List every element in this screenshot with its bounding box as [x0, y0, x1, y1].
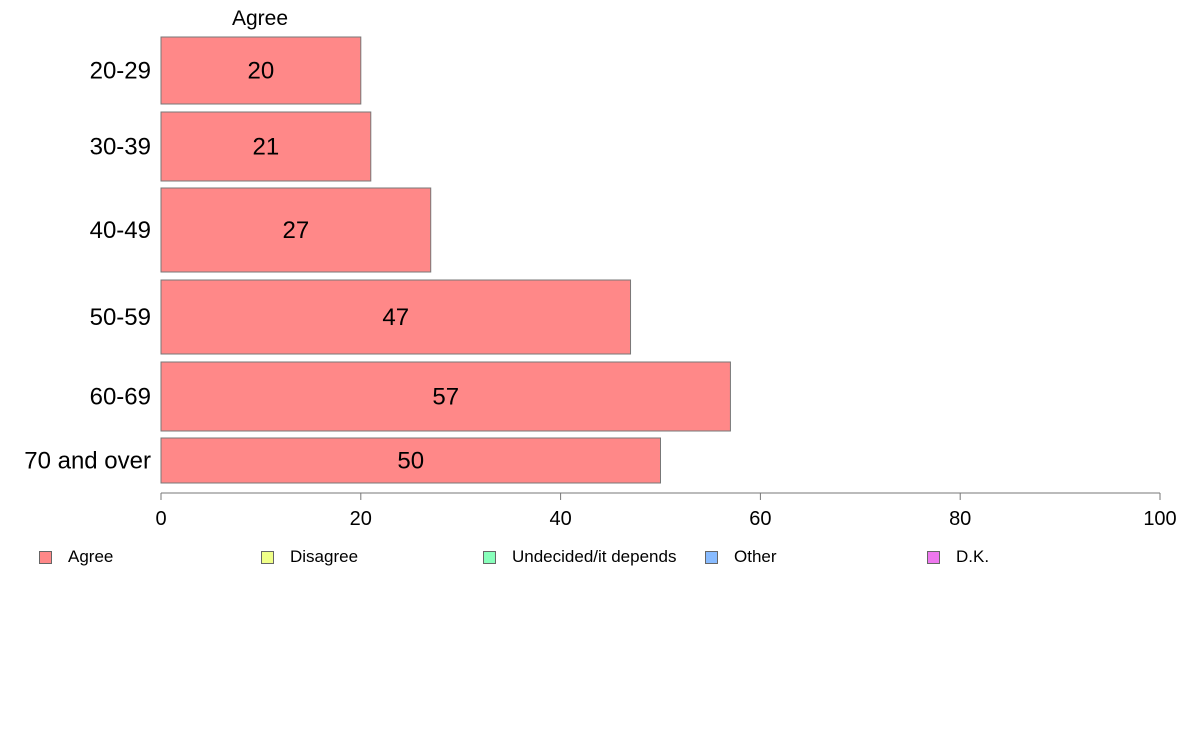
legend-swatch: [261, 550, 274, 564]
bar-value-label: 57: [432, 384, 459, 411]
panel-title: Agree: [232, 7, 288, 30]
bar: [160, 279, 632, 355]
legend-item: Other: [705, 545, 777, 569]
legend-item: Disagree: [261, 545, 358, 569]
legend-swatch: [705, 550, 718, 564]
legend: Agree Disagree Undecided/it depends Other D.…: [0, 545, 1188, 569]
bar-value-label: 27: [283, 217, 310, 244]
bar: [160, 361, 731, 432]
bar: [160, 187, 432, 273]
bar: [160, 437, 661, 484]
legend-item: Agree: [39, 545, 113, 569]
category-label: 70 and over: [24, 448, 151, 475]
legend-swatch: [927, 550, 940, 564]
bar-value-label: 50: [397, 448, 424, 475]
category-label: 60-69: [90, 384, 151, 411]
x-tick-label: 20: [350, 508, 372, 530]
legend-label: D.K.: [956, 547, 990, 566]
bar-value-label: 20: [248, 58, 275, 85]
legend-label: Undecided/it depends: [512, 547, 677, 566]
legend-label: Agree: [68, 547, 114, 566]
legend-swatch: [39, 550, 52, 564]
bar: [160, 111, 372, 182]
bar-value-label: 21: [253, 134, 280, 161]
legend-label: Other: [734, 547, 777, 566]
legend-item: D.K.: [927, 545, 989, 569]
category-label: 50-59: [90, 304, 151, 331]
bar-value-label: 47: [382, 304, 409, 331]
x-axis: 0 20 40 60 80 100: [155, 492, 1177, 530]
x-tick-label: 80: [949, 508, 971, 530]
category-label: 20-29: [90, 58, 151, 85]
category-label: 40-49: [90, 217, 151, 244]
x-tick-label: 100: [1143, 508, 1176, 530]
bar: [160, 36, 362, 105]
legend-swatch: [483, 550, 496, 564]
x-tick-label: 0: [155, 508, 166, 530]
bars-group: 20-29 20 30-39 21 40-49 27 50-59 47 60-69 57 70 an…: [24, 36, 731, 484]
legend-item: Undecided/it depends: [483, 545, 676, 569]
legend-label: Disagree: [290, 547, 359, 566]
category-label: 30-39: [90, 134, 151, 161]
x-tick-label: 40: [549, 508, 571, 530]
x-tick-label: 60: [749, 508, 771, 530]
